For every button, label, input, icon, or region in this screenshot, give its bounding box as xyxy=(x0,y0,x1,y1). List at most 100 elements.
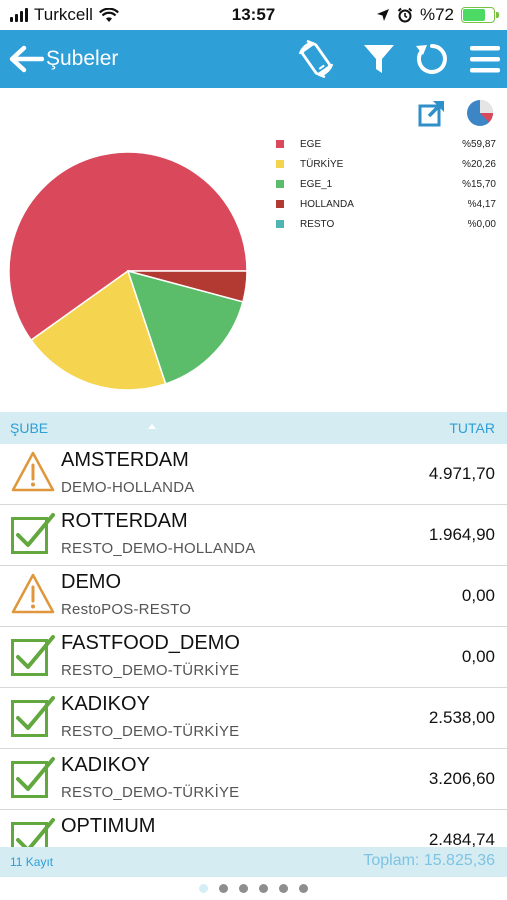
branch-name: ROTTERDAM xyxy=(61,510,188,532)
branch-name: OPTIMUM xyxy=(61,815,156,837)
refresh-button[interactable] xyxy=(410,37,454,81)
page-indicator xyxy=(0,877,507,900)
page-dot[interactable] xyxy=(299,884,308,893)
table-row[interactable]: KADIKOY RESTO_DEMO-TÜRKİYE 3.206,60 xyxy=(0,749,507,810)
page-dot[interactable] xyxy=(219,884,228,893)
table-row[interactable]: DEMO RestoPOS-RESTO 0,00 xyxy=(0,566,507,627)
total-amount: Toplam: 15.825,36 xyxy=(363,852,495,869)
branch-column-header[interactable]: ŞUBE xyxy=(10,420,49,436)
branch-amount: 4.971,70 xyxy=(428,464,495,483)
pie-chart xyxy=(8,151,248,391)
back-button[interactable]: Şubeler xyxy=(8,38,118,80)
chart-tools xyxy=(417,98,495,128)
sort-ascending-icon xyxy=(148,424,156,429)
nav-bar: Şubeler xyxy=(0,30,507,88)
rotate-device-icon xyxy=(298,39,334,79)
table-row[interactable]: ROTTERDAM RESTO_DEMO-HOLLANDA 1.964,90 xyxy=(0,505,507,566)
branch-subtitle: DEMO-HOLLANDA xyxy=(61,479,195,496)
pie-slice-hollanda[interactable] xyxy=(127,270,248,303)
branch-name: AMSTERDAM xyxy=(61,449,189,471)
menu-button[interactable] xyxy=(463,37,507,81)
branch-subtitle: RestoPOS-RESTO xyxy=(61,601,192,618)
chart-area: EGE %59,87 TÜRKİYE %20,26 EGE_1 %15,70 HOLLAND… xyxy=(0,88,507,412)
arrow-left-icon xyxy=(9,45,44,73)
rotate-screen-button[interactable] xyxy=(294,37,338,81)
pie-slice-ege[interactable] xyxy=(8,151,248,342)
branch-amount: 1.964,90 xyxy=(428,525,495,544)
branch-subtitle: RESTO_DEMO-TÜRKİYE xyxy=(61,662,240,679)
list-footer: 11 Kayıt Toplam: 15.825,36 xyxy=(0,847,507,877)
warning-triangle-icon xyxy=(10,449,56,495)
branch-amount: 0,00 xyxy=(461,586,495,605)
branch-name: FASTFOOD_DEMO xyxy=(61,632,240,654)
page-dot[interactable] xyxy=(279,884,288,893)
checkbox-checked-icon xyxy=(10,754,56,800)
legend-value: %59,87 xyxy=(462,138,496,150)
branch-amount: 2.484,74 xyxy=(428,830,495,847)
wifi-icon xyxy=(98,7,119,22)
legend-value: %15,70 xyxy=(462,178,496,190)
legend-value: %20,26 xyxy=(462,158,496,170)
branch-name: DEMO xyxy=(61,571,121,593)
pie-chart-icon[interactable] xyxy=(465,98,495,128)
page-dot[interactable] xyxy=(239,884,248,893)
table-row[interactable]: KADIKOY RESTO_DEMO-TÜRKİYE 2.538,00 xyxy=(0,688,507,749)
warning-triangle-icon xyxy=(10,571,56,617)
page-dot[interactable] xyxy=(259,884,268,893)
legend-entry: HOLLANDA %4,17 xyxy=(276,194,496,214)
status-right: %72 xyxy=(376,5,499,25)
refresh-icon xyxy=(416,44,447,74)
table-row[interactable]: OPTIMUM 2.484,74 xyxy=(0,810,507,847)
battery-icon xyxy=(461,7,499,23)
legend-swatch xyxy=(276,220,284,228)
legend-entry: RESTO %0,00 xyxy=(276,214,496,234)
branch-list[interactable]: AMSTERDAM DEMO-HOLLANDA 4.971,70 ROTTERDAM R… xyxy=(0,444,507,847)
branch-name: KADIKOY xyxy=(61,754,150,776)
amount-column-header[interactable]: TUTAR xyxy=(449,420,495,436)
battery-percent: %72 xyxy=(419,5,454,24)
page-title: Şubeler xyxy=(46,47,119,70)
filter-icon xyxy=(364,45,394,73)
checkbox-checked-icon xyxy=(10,693,56,739)
table-header: ŞUBE TUTAR xyxy=(0,412,507,444)
pie-slice-ege-1[interactable] xyxy=(126,269,244,385)
legend-value: %0,00 xyxy=(467,218,496,230)
legend-swatch xyxy=(276,160,284,168)
branch-subtitle: RESTO_DEMO-HOLLANDA xyxy=(61,540,256,557)
share-export-icon[interactable] xyxy=(417,98,447,128)
record-count: 11 Kayıt xyxy=(10,855,54,869)
branch-subtitle: RESTO_DEMO-TÜRKİYE xyxy=(61,784,240,801)
legend-value: %4,17 xyxy=(467,198,496,210)
legend-swatch xyxy=(276,140,284,148)
battery-level xyxy=(463,9,485,21)
page-dot[interactable] xyxy=(199,884,208,893)
status-bar: Turkcell 13:57 %72 xyxy=(0,0,507,30)
legend-entry: EGE_1 %15,70 xyxy=(276,174,496,194)
legend-label: TÜRKİYE xyxy=(300,158,344,170)
checkbox-checked-icon xyxy=(10,632,56,678)
signal-icon xyxy=(10,8,28,22)
alarm-clock-icon xyxy=(397,7,413,23)
chart-legend: EGE %59,87 TÜRKİYE %20,26 EGE_1 %15,70 HOLLAND… xyxy=(276,134,496,234)
checkbox-checked-icon xyxy=(10,510,56,556)
menu-icon xyxy=(470,46,500,73)
legend-label: EGE xyxy=(300,138,322,150)
status-left: Turkcell xyxy=(10,5,119,25)
pie-slice-t-rki-ye[interactable] xyxy=(30,269,167,391)
legend-swatch xyxy=(276,200,284,208)
table-row[interactable]: FASTFOOD_DEMO RESTO_DEMO-TÜRKİYE 0,00 xyxy=(0,627,507,688)
carrier-label: Turkcell xyxy=(34,5,93,24)
legend-label: RESTO xyxy=(300,218,335,230)
table-row[interactable]: AMSTERDAM DEMO-HOLLANDA 4.971,70 xyxy=(0,444,507,505)
legend-swatch xyxy=(276,180,284,188)
legend-entry: TÜRKİYE %20,26 xyxy=(276,154,496,174)
checkbox-checked-icon xyxy=(10,815,56,847)
branch-subtitle: RESTO_DEMO-TÜRKİYE xyxy=(61,723,240,740)
legend-label: HOLLANDA xyxy=(300,198,354,210)
branch-amount: 2.538,00 xyxy=(428,708,495,727)
branch-amount: 0,00 xyxy=(461,647,495,666)
branch-name: KADIKOY xyxy=(61,693,150,715)
filter-button[interactable] xyxy=(357,37,401,81)
branch-amount: 3.206,60 xyxy=(428,769,495,788)
legend-entry: EGE %59,87 xyxy=(276,134,496,154)
